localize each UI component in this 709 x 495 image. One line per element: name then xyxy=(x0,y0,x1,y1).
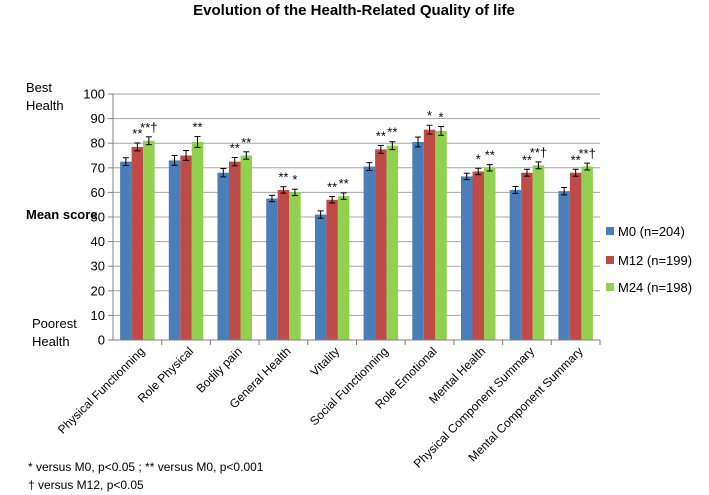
bar xyxy=(217,172,229,340)
y-tick-label: 10 xyxy=(91,308,105,323)
bar xyxy=(180,155,192,340)
bar xyxy=(435,130,447,340)
bar xyxy=(337,196,350,340)
significance-marker: ** xyxy=(376,128,386,143)
bar xyxy=(386,145,399,340)
significance-marker: ** xyxy=(571,152,581,167)
bar xyxy=(229,161,241,340)
legend: M0 (n=204) M12 (n=199) M24 (n=198) xyxy=(606,224,692,295)
y-tick-label: 100 xyxy=(83,87,105,102)
best-health-label-line2: Health xyxy=(26,98,64,113)
x-category-label: Physical Functionning xyxy=(55,344,147,436)
bar xyxy=(375,149,387,340)
bar xyxy=(509,189,522,340)
x-category-label: Bodily pain xyxy=(193,344,244,395)
bar xyxy=(569,172,582,340)
bar xyxy=(240,155,252,340)
significance-marker: ** xyxy=(132,126,142,141)
bars xyxy=(120,129,593,340)
y-tick-label: 70 xyxy=(91,160,105,175)
legend-swatch xyxy=(606,256,614,264)
legend-swatch xyxy=(606,227,614,235)
bar xyxy=(143,140,155,340)
significance-marker: **† xyxy=(140,120,157,135)
significance-marker: ** xyxy=(230,140,240,155)
legend-label: M0 (n=204) xyxy=(618,224,685,239)
bar xyxy=(532,165,545,340)
bar xyxy=(168,160,181,340)
chart-title: Evolution of the Health-Related Quality … xyxy=(193,2,515,19)
footnote-1: * versus M0, p<0.05 ; ** versus M0, p<0.… xyxy=(28,460,264,474)
bar xyxy=(266,198,278,340)
y-tick-label: 20 xyxy=(91,283,105,298)
y-tick-label: 50 xyxy=(91,210,105,225)
significance-marker: * xyxy=(292,172,297,187)
y-axis-label: Mean score xyxy=(26,207,98,222)
bar xyxy=(326,199,338,340)
bar xyxy=(412,141,424,340)
significance-marker: **† xyxy=(578,146,595,161)
significance-marker: * xyxy=(439,109,444,124)
y-tick-label: 0 xyxy=(98,333,105,348)
bar xyxy=(423,129,436,340)
bar xyxy=(277,189,290,340)
poorest-health-label-line1: Poorest xyxy=(32,316,77,331)
legend-label: M12 (n=199) xyxy=(618,253,692,268)
significance-marker: ** xyxy=(241,135,251,150)
y-tick-label: 90 xyxy=(91,111,105,126)
footnote-2: † versus M12, p<0.05 xyxy=(28,478,144,492)
significance-markers: ****† **** **** * ** **** *** ** ** ****† ****† xyxy=(132,108,596,194)
bar xyxy=(558,191,570,340)
poorest-health-label-line2: Health xyxy=(32,334,70,349)
poorest-health-label: Poorest Health xyxy=(32,316,80,349)
significance-marker: **† xyxy=(530,145,547,160)
bar xyxy=(484,167,496,340)
x-category-label: Vitality xyxy=(308,344,343,379)
significance-marker: * xyxy=(476,151,481,166)
significance-marker: ** xyxy=(192,120,202,135)
legend-label: M24 (n=198) xyxy=(618,280,692,295)
bar xyxy=(581,166,593,340)
y-tick-label: 30 xyxy=(91,259,105,274)
significance-marker: ** xyxy=(278,170,288,185)
bar xyxy=(289,192,301,340)
significance-marker: ** xyxy=(327,180,337,195)
significance-marker: * xyxy=(427,108,432,123)
y-tick-label: 80 xyxy=(91,136,105,151)
bar xyxy=(363,166,376,340)
significance-marker: ** xyxy=(339,176,349,191)
best-health-label: Best Health xyxy=(26,80,64,113)
legend-swatch xyxy=(606,283,614,291)
best-health-label-line1: Best xyxy=(26,80,52,95)
significance-marker: ** xyxy=(522,152,532,167)
significance-marker: ** xyxy=(387,125,397,140)
bar xyxy=(120,161,132,340)
bar xyxy=(472,171,484,340)
y-tick-label: 60 xyxy=(91,185,105,200)
error-bars xyxy=(122,124,591,219)
bar xyxy=(461,176,473,340)
y-tick-label: 40 xyxy=(91,234,105,249)
bar xyxy=(131,146,144,340)
bar xyxy=(314,214,327,340)
bar xyxy=(521,172,533,340)
significance-marker: ** xyxy=(485,148,495,163)
bar xyxy=(191,141,204,340)
